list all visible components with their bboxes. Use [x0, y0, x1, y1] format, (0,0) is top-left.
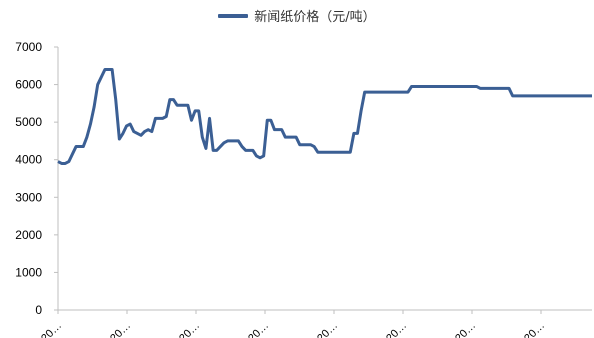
y-tick-label: 7000 [15, 40, 42, 54]
y-tick-label: 3000 [15, 190, 42, 204]
x-tick-label: 20… [177, 320, 202, 338]
y-tick-label: 2000 [15, 228, 42, 242]
y-tick-label: 0 [35, 303, 42, 317]
x-tick-label: 20… [522, 320, 547, 338]
legend: 新闻纸价格（元/吨） [0, 6, 594, 25]
x-tick-label: 20… [453, 320, 478, 338]
y-tick-label: 5000 [15, 115, 42, 129]
legend-label: 新闻纸价格（元/吨） [254, 10, 376, 25]
x-tick-label: 20… [315, 320, 340, 338]
x-tick-label: 20… [108, 320, 133, 338]
y-tick-label: 4000 [15, 153, 42, 167]
x-tick-label: 20… [39, 320, 64, 338]
x-tick-label: 20… [384, 320, 409, 338]
legend-swatch [218, 13, 249, 18]
y-tick-label: 6000 [15, 78, 42, 92]
y-tick-label: 1000 [15, 265, 42, 279]
x-tick-label: 20… [246, 320, 271, 338]
series-line [57, 68, 592, 165]
